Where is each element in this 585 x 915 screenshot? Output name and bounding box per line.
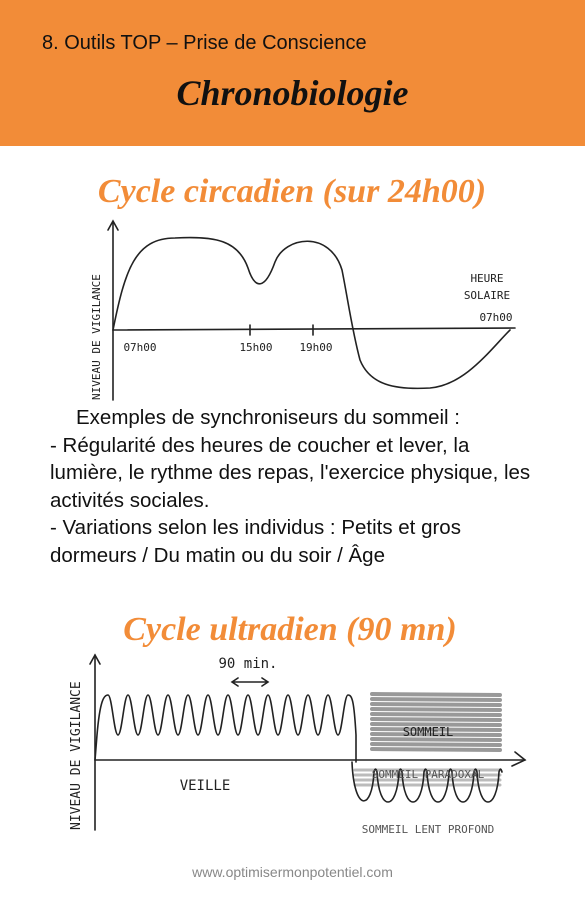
scribble-line: [370, 717, 502, 722]
scribble-line: [370, 707, 502, 712]
synchronisers: Exemples de synchroniseurs du sommeil : …: [50, 404, 540, 569]
deep-label: SOMMEIL LENT PROFOND: [362, 823, 494, 836]
x-label: HEURE: [470, 272, 503, 285]
header-title: Chronobiologie: [176, 73, 409, 113]
wake-label: VEILLE: [180, 778, 231, 794]
header: 8. Outils TOP – Prise de Conscience Chro…: [0, 0, 585, 146]
period-arrow: [230, 677, 270, 687]
y-label: NIVEAU DE VIGILANCE: [90, 274, 103, 400]
circadian-curve: [112, 236, 511, 390]
arrow: [511, 751, 527, 767]
scribble-line: [370, 697, 502, 702]
scribble-line: [370, 702, 502, 707]
scribble-line: [370, 747, 502, 752]
period-label: 90 min.: [218, 656, 277, 672]
scribble-line: [370, 727, 502, 732]
scribble-line: [370, 722, 502, 727]
sleep-wave: [351, 761, 503, 803]
scribble-line: [370, 692, 502, 697]
synchronisers-item: - Variations selon les individus : Petit…: [50, 516, 461, 567]
y-label: NIVEAU DE VIGILANCE: [69, 681, 84, 830]
ultradian-title: Cycle ultradien (90 mn): [123, 611, 456, 648]
header-subtitle: 8. Outils TOP – Prise de Conscience: [42, 32, 367, 54]
time-label: 07h00: [479, 311, 512, 324]
arrow: [107, 219, 119, 231]
synchronisers-heading: Exemples de synchroniseurs du sommeil :: [76, 406, 460, 429]
sleep-label: SOMMEIL: [403, 725, 454, 739]
time-label: 15h00: [239, 341, 272, 354]
wake-wave: [94, 694, 357, 763]
footer-url: www.optimisermonpotentiel.com: [192, 864, 393, 880]
scribble-line: [370, 737, 502, 742]
time-label: 07h00: [123, 341, 156, 354]
x-label: SOLAIRE: [464, 289, 510, 302]
arrow: [89, 653, 101, 665]
scribble-line: [370, 742, 502, 747]
scribble-line: [370, 712, 502, 717]
time-label: 19h00: [299, 341, 332, 354]
synchronisers-item: - Régularité des heures de coucher et le…: [50, 433, 531, 512]
axis: [112, 327, 516, 331]
circadian-title: Cycle circadien (sur 24h00): [98, 173, 486, 210]
paradoxal-label: SOMMEIL PARADOXAL: [372, 768, 485, 781]
scribble-line: [370, 732, 502, 737]
